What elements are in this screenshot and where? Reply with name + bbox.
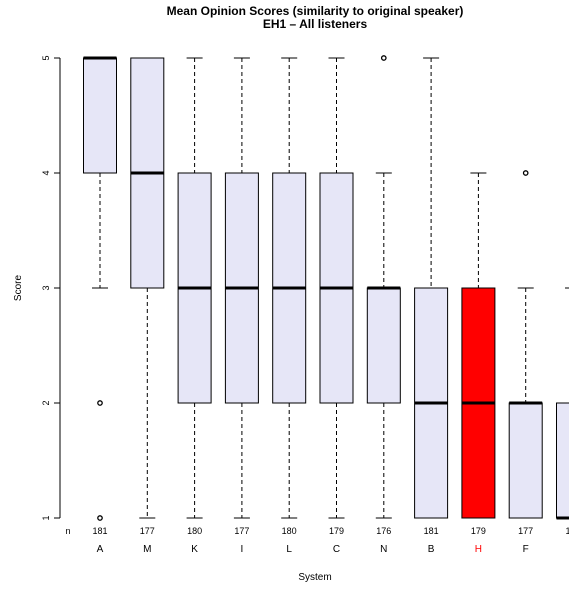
n-count-label: 179 [471,526,486,536]
box-n: 176 N [366,55,401,555]
y-axis-label: Score [13,275,24,302]
box-b: 181 B [414,57,449,555]
n-count-label: 176 [376,526,391,536]
n-count-label: 181 [92,526,107,536]
outlier-point [380,55,387,61]
x-tick-label: L [286,544,292,555]
box-body [556,402,569,519]
x-tick-label: K [191,544,198,555]
n-count-label: 179 [565,526,569,536]
n-count-label: 177 [140,526,155,536]
x-tick-label: A [97,544,104,555]
plot-area: 181 A 177 M 180 K 177 I 180 L 179 C 176 N 181 B 179 H 177 F… [83,55,569,555]
box-i: 177 I [224,57,259,555]
outlier-point [97,515,103,521]
y-axis: 1 2 3 4 5 [41,55,61,521]
chart-subtitle: EH1 – All listeners [263,17,368,31]
box-k: 180 K [177,57,212,555]
box-p: 179P [556,287,569,536]
box-f: 177 F [508,170,543,555]
outlier-point [97,400,103,406]
box-a: 181 A [83,56,117,555]
n-count-label: 181 [424,526,439,536]
x-tick-label: M [143,544,151,555]
outlier-point [522,170,529,176]
x-tick-label: N [380,544,387,555]
x-tick-label: I [241,544,244,555]
box-body [83,57,117,174]
y-tick-label: 4 [41,170,51,175]
box-c: 179 C [319,57,354,555]
box-l: 180 L [272,57,307,555]
x-tick-label: F [523,544,529,555]
box-body [366,287,401,404]
x-tick-label: H [475,544,482,555]
y-tick-label: 2 [41,400,51,405]
n-row-label: n [65,526,70,536]
box-body [508,402,543,519]
chart-title: Mean Opinion Scores (similarity to origi… [167,4,464,18]
x-axis-label: System [298,572,331,583]
n-count-label: 180 [282,526,297,536]
box-m: 177 M [130,57,165,555]
n-count-label: 180 [187,526,202,536]
n-count-label: 177 [518,526,533,536]
x-tick-label: B [428,544,435,555]
box-h: 179 H [461,172,496,555]
n-count-label: 177 [234,526,249,536]
y-tick-label: 1 [41,515,51,520]
y-tick-label: 5 [41,55,51,60]
y-tick-label: 3 [41,285,51,290]
n-count-label: 179 [329,526,344,536]
x-tick-label: C [333,544,340,555]
